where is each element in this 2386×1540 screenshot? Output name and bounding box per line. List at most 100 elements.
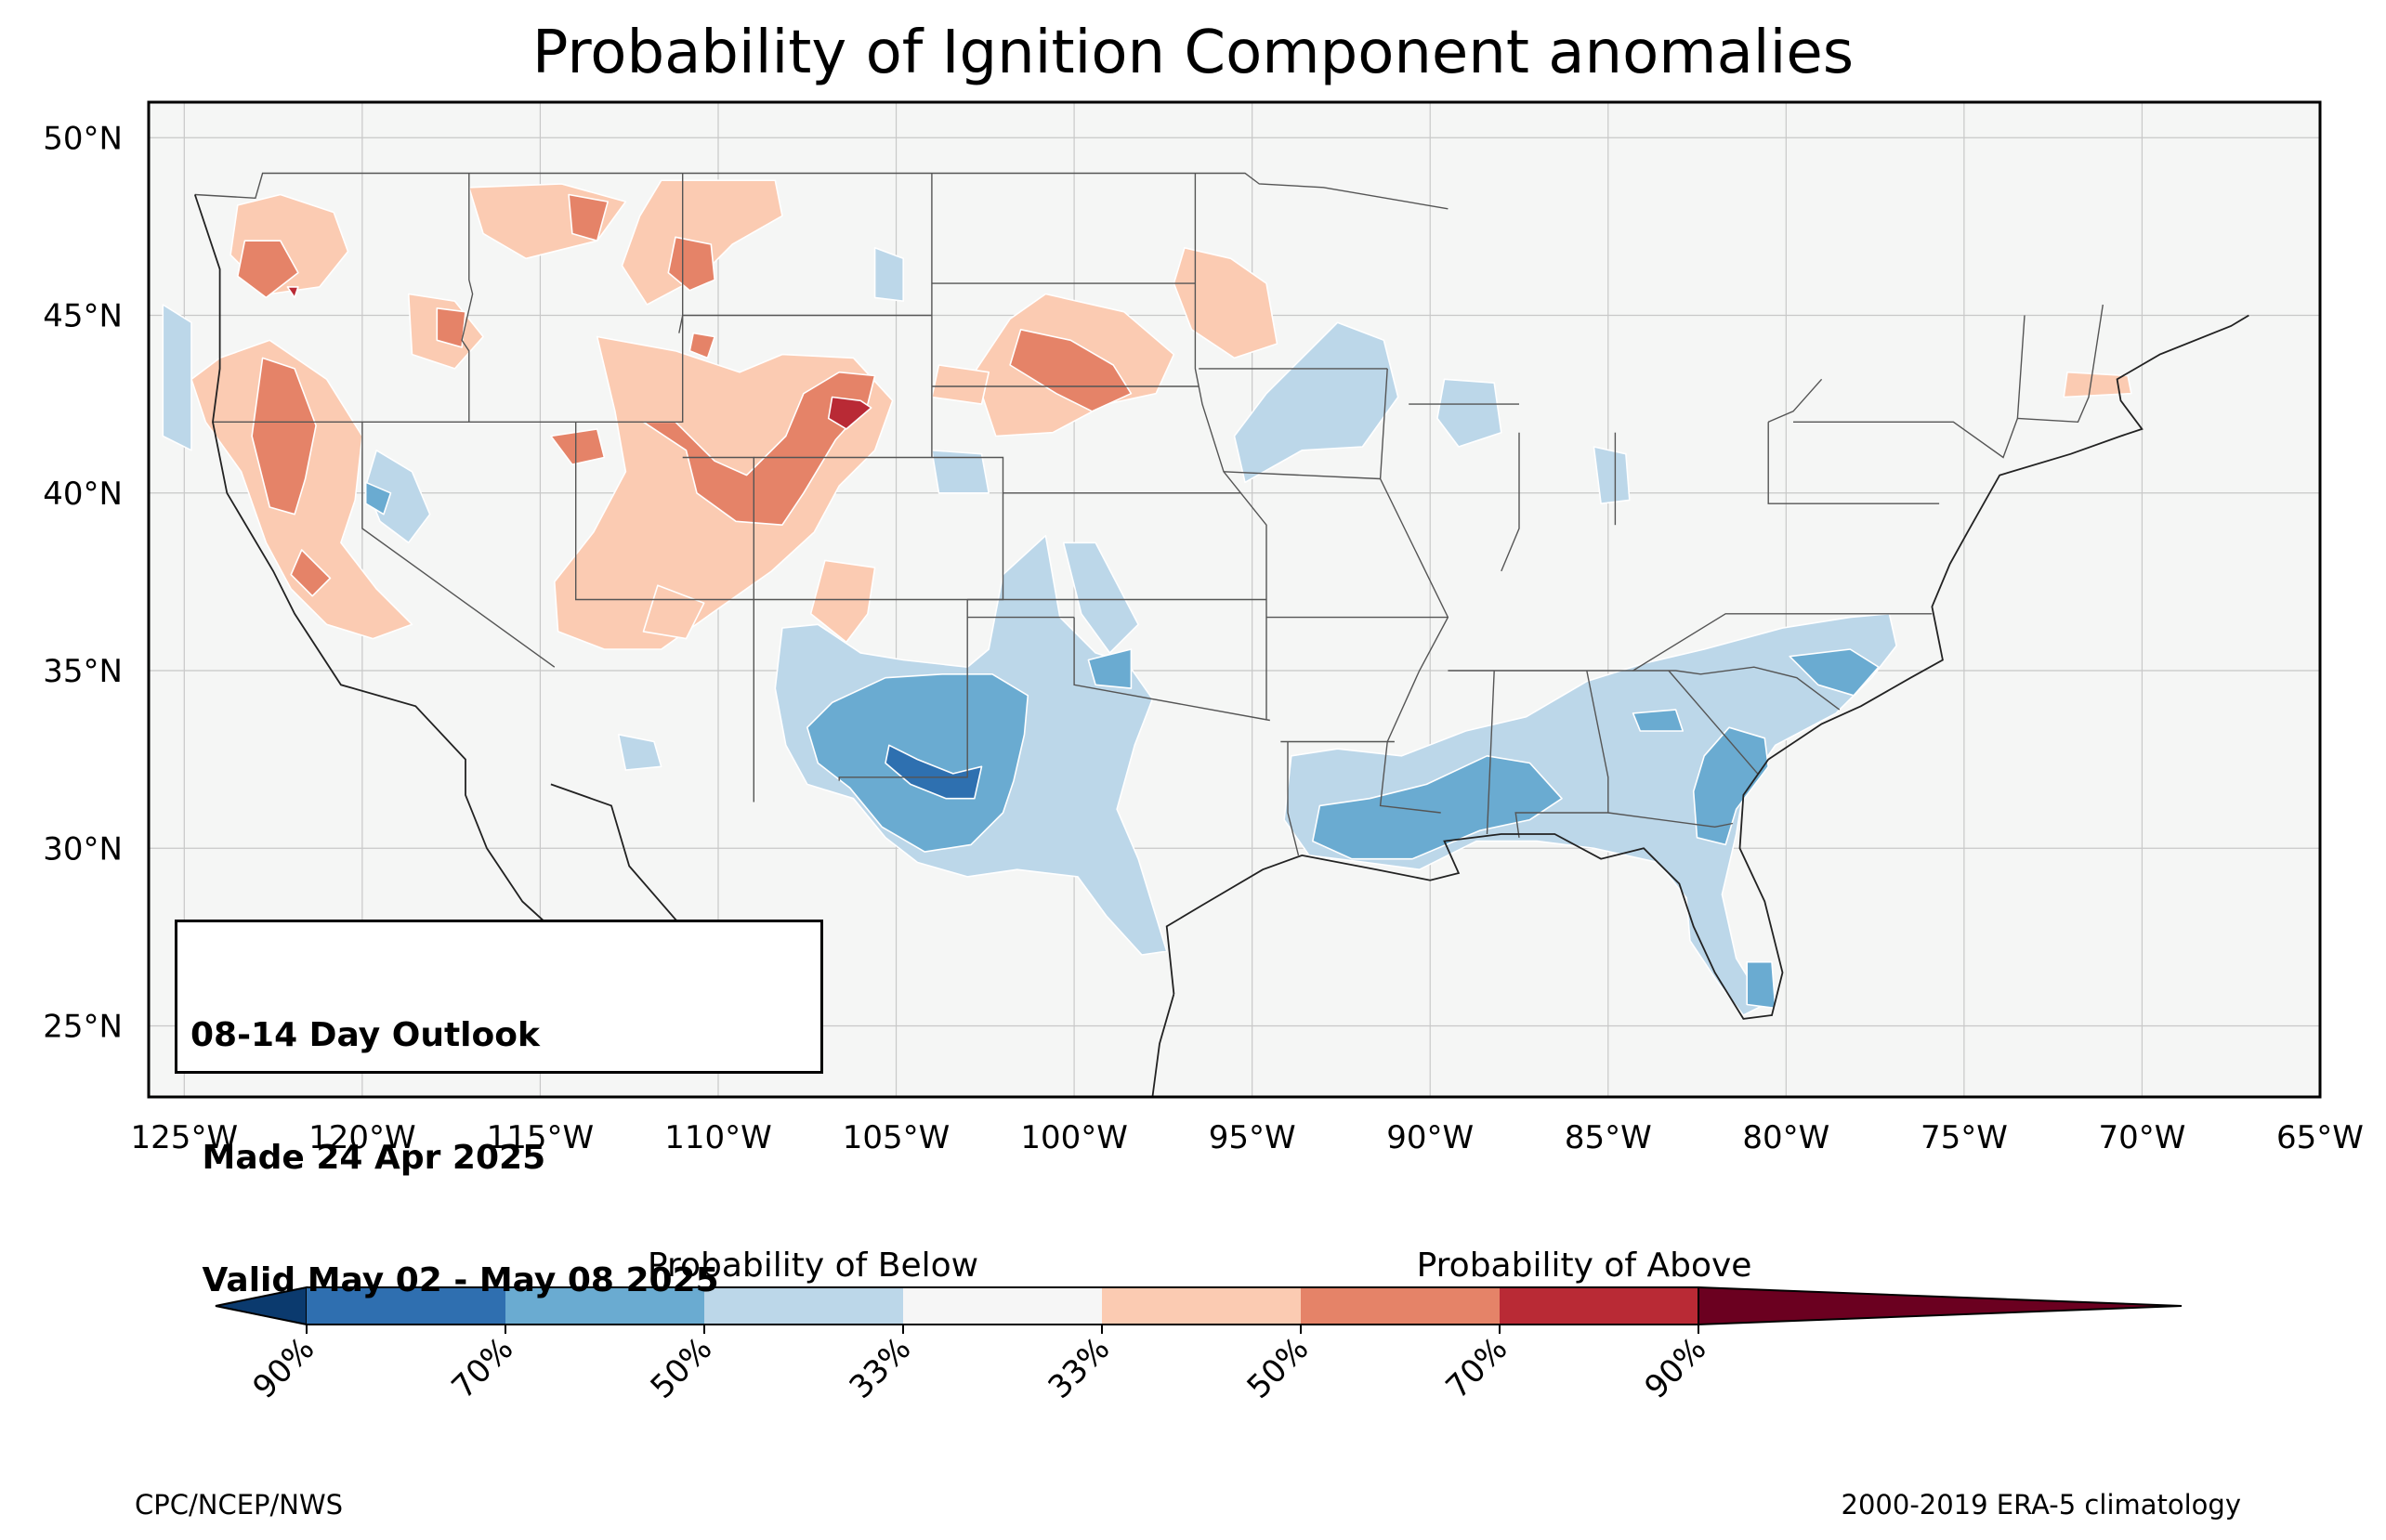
contour-below-33 xyxy=(1233,321,1399,484)
colorbar-segment xyxy=(903,1287,1102,1325)
outlook-valid-range: Valid May 02 - May 08 2025 xyxy=(190,1261,719,1299)
contour-below-33 xyxy=(873,246,905,303)
longitude-label: 85°W xyxy=(1565,1119,1652,1156)
state-border-line xyxy=(213,315,684,423)
coastline xyxy=(1151,993,1175,1097)
outlook-info-box: 08-14 Day Outlook Made 24 Apr 2025 Valid… xyxy=(175,920,823,1299)
contour-below-33 xyxy=(1593,446,1631,505)
contour-above-50 xyxy=(550,428,606,466)
outlook-made-date: Made 24 Apr 2025 xyxy=(190,1139,546,1177)
state-border-line xyxy=(1223,471,1381,480)
longitude-label: 70°W xyxy=(2098,1119,2185,1156)
contour-below-33 xyxy=(1283,612,1897,1016)
footer-source: CPC/NCEP/NWS xyxy=(135,1489,343,1520)
latitude-label: 50°N xyxy=(43,120,123,157)
contour-below-50 xyxy=(1789,648,1880,697)
state-border-line xyxy=(2017,304,2104,424)
colorbar-tick-label: 70% xyxy=(1439,1330,1515,1406)
state-borders xyxy=(193,172,2249,1097)
latitude-label: 40°N xyxy=(43,476,123,513)
latitude-label: 30°N xyxy=(43,830,123,868)
longitude-label: 120°W xyxy=(308,1119,416,1156)
longitude-label: 125°W xyxy=(131,1119,239,1156)
contour-below-50 xyxy=(1746,960,1776,1010)
contour-below-50 xyxy=(1312,754,1563,860)
longitude-label: 75°W xyxy=(1921,1119,2008,1156)
colorbar-label-above: Probability of Above xyxy=(1417,1246,1752,1285)
contour-below-50 xyxy=(1692,726,1769,846)
longitude-label: 100°W xyxy=(1020,1119,1128,1156)
colorbar-label-below: Probability of Below xyxy=(648,1246,978,1285)
state-border-line xyxy=(1767,378,1823,423)
colorbar-tick-label: 33% xyxy=(843,1330,919,1406)
state-border-line xyxy=(1379,368,1449,814)
state-border-line xyxy=(1073,617,1270,722)
state-border-line xyxy=(361,422,556,668)
longitude-label: 90°W xyxy=(1386,1119,1474,1156)
colorbar-segment xyxy=(704,1287,903,1325)
longitude-label: 110°W xyxy=(664,1119,772,1156)
contour-above-70 xyxy=(286,286,299,299)
coastline xyxy=(1165,314,2249,1020)
contour-above-33 xyxy=(809,559,876,644)
contour-below-50 xyxy=(1087,648,1133,689)
longitude-label: 105°W xyxy=(843,1119,950,1156)
contour-above-50 xyxy=(436,307,466,348)
contour-below-33 xyxy=(931,449,990,494)
longitude-label: 115°W xyxy=(487,1119,595,1156)
colorbar-segment xyxy=(1500,1287,1698,1325)
state-border-line xyxy=(1767,422,1940,504)
contour-above-33 xyxy=(642,584,705,640)
contour-below-33 xyxy=(1062,542,1139,654)
contour-above-50 xyxy=(290,549,332,597)
colorbar-tick-label: 33% xyxy=(1042,1330,1118,1406)
outlook-period: 08-14 Day Outlook xyxy=(190,1016,540,1054)
state-border-line xyxy=(194,172,1449,210)
longitude-tick-labels: 125°W 120°W 115°W 110°W 105°W 100°W 95°W 90°W 85… xyxy=(131,1119,2364,1156)
state-border-line xyxy=(838,599,968,781)
contour-below-33 xyxy=(162,304,192,451)
contour-below-50 xyxy=(1632,709,1684,732)
map-title: Probability of Ignition Component anomal… xyxy=(532,19,1854,87)
colorbar-arrow-high xyxy=(1698,1286,2183,1326)
contour-above-50 xyxy=(667,236,716,292)
colorbar-segment xyxy=(505,1287,704,1325)
state-border-line xyxy=(1194,173,1267,721)
contour-above-50 xyxy=(568,193,610,242)
colorbar-segment xyxy=(1102,1287,1301,1325)
latitude-label: 35°N xyxy=(43,653,123,690)
contour-above-50 xyxy=(237,240,299,299)
state-border-line xyxy=(1607,812,1734,829)
state-border-line xyxy=(461,173,474,423)
state-border-line xyxy=(1501,432,1520,572)
contour-above-50 xyxy=(642,371,876,527)
latitude-label: 25°N xyxy=(43,1009,123,1046)
contour-above-50 xyxy=(688,332,716,359)
contour-below-33 xyxy=(1436,378,1502,448)
latitude-tick-labels: 50°N 45°N 40°N 35°N 30°N 25°N xyxy=(43,120,123,1045)
colorbar-segment xyxy=(307,1287,505,1325)
state-border-line xyxy=(682,173,932,317)
longitude-label: 95°W xyxy=(1209,1119,1296,1156)
state-border-line xyxy=(1287,741,1300,856)
contour-below-70 xyxy=(885,744,983,800)
state-border-line xyxy=(1793,315,2025,459)
footer-climatology: 2000-2019 ERA-5 climatology xyxy=(1842,1489,2241,1520)
contour-above-33 xyxy=(2063,371,2132,398)
contour-below-33 xyxy=(617,733,662,771)
colorbar-tick-label: 50% xyxy=(1240,1330,1317,1406)
colorbar-tick-label: 90% xyxy=(1638,1330,1714,1406)
map-frame xyxy=(147,100,2322,1099)
longitude-label: 80°W xyxy=(1742,1119,1829,1156)
contour-above-70 xyxy=(827,396,872,430)
colorbar-segment xyxy=(1301,1287,1500,1325)
state-border-line xyxy=(1486,670,1495,835)
contour-above-50 xyxy=(1009,328,1133,412)
state-border-line xyxy=(1668,670,1759,775)
contour-above-50 xyxy=(251,357,317,516)
latitude-label: 45°N xyxy=(43,298,123,335)
contour-above-33 xyxy=(1173,246,1278,359)
longitude-label: 65°W xyxy=(2276,1119,2364,1156)
state-border-line xyxy=(1448,613,1933,672)
